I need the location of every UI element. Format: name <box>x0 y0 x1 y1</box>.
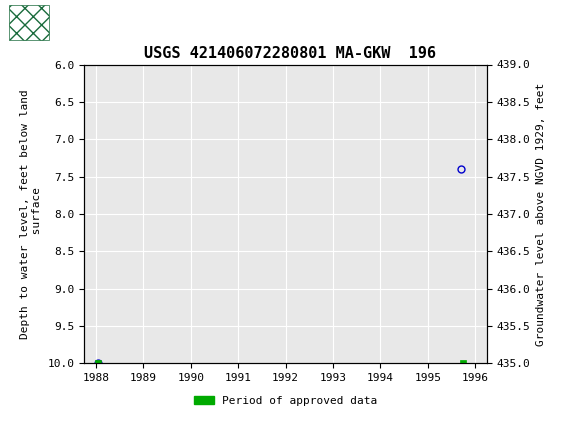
Text: USGS 421406072280801 MA-GKW  196: USGS 421406072280801 MA-GKW 196 <box>144 46 436 61</box>
Y-axis label: Depth to water level, feet below land
 surface: Depth to water level, feet below land su… <box>20 89 42 339</box>
Y-axis label: Groundwater level above NGVD 1929, feet: Groundwater level above NGVD 1929, feet <box>536 82 546 346</box>
FancyBboxPatch shape <box>9 6 49 40</box>
Legend: Period of approved data: Period of approved data <box>189 391 382 410</box>
Text: USGS: USGS <box>49 15 96 30</box>
